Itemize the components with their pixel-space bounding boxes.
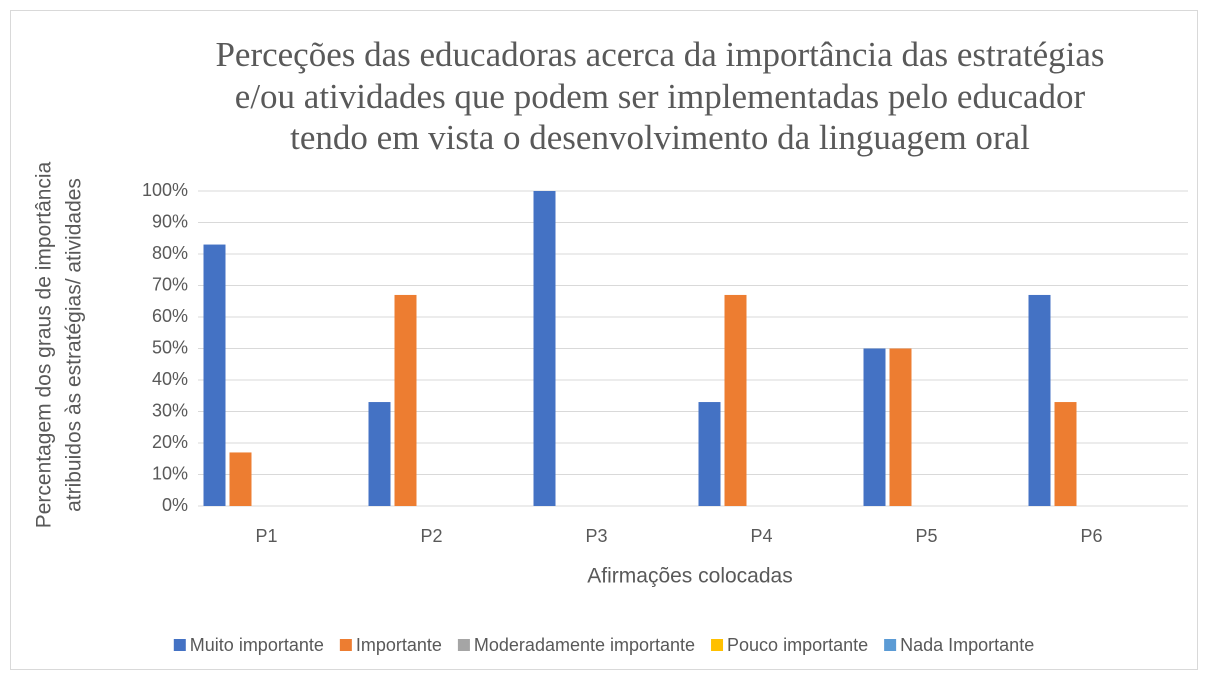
y-axis-title: Percentagem dos graus de importância	[33, 161, 56, 528]
legend-swatch	[339, 639, 352, 651]
x-tick-label: P6	[1080, 526, 1102, 546]
x-tick-label: P5	[915, 526, 937, 546]
chart-title: e/ou atividades que podem ser implementa…	[235, 77, 1086, 116]
y-tick-label: 50%	[152, 337, 188, 357]
legend-label: Pouco importante	[727, 635, 868, 655]
chart-title: tendo em vista o desenvolvimento da ling…	[290, 118, 1030, 157]
x-tick-label: P1	[255, 526, 277, 546]
y-tick-label: 20%	[152, 432, 188, 452]
y-tick-label: 60%	[152, 306, 188, 326]
legend-swatch	[173, 639, 186, 651]
x-tick-label: P3	[585, 526, 607, 546]
y-tick-label: 100%	[142, 180, 188, 200]
y-tick-label: 80%	[152, 243, 188, 263]
y-tick-label: 10%	[152, 463, 188, 483]
bar	[724, 294, 747, 506]
y-tick-label: 0%	[162, 495, 188, 515]
legend-label: Importante	[356, 635, 442, 655]
bar	[863, 348, 886, 506]
chart-title: Perceções das educadoras acerca da impor…	[215, 35, 1104, 74]
y-tick-label: 30%	[152, 400, 188, 420]
legend-swatch	[457, 639, 470, 651]
x-tick-label: P4	[750, 526, 772, 546]
y-tick-label: 90%	[152, 211, 188, 231]
y-tick-label: 70%	[152, 274, 188, 294]
bar	[889, 348, 912, 506]
bar	[229, 452, 252, 506]
legend-label: Muito importante	[190, 635, 324, 655]
bar	[368, 402, 391, 506]
bar	[1028, 294, 1051, 506]
bar	[203, 244, 226, 507]
y-axis-title: atribuidos às estratégias/ atividades	[63, 178, 86, 512]
x-axis-title: Afirmações colocadas	[587, 565, 792, 588]
legend-swatch	[884, 639, 897, 651]
legend-label: Nada Importante	[900, 635, 1034, 655]
y-tick-label: 40%	[152, 369, 188, 389]
bar	[698, 402, 721, 506]
bar	[1054, 402, 1077, 506]
x-tick-label: P2	[420, 526, 442, 546]
legend-swatch	[711, 639, 724, 651]
legend-label: Moderadamente importante	[474, 635, 695, 655]
bar	[533, 191, 556, 506]
bar	[394, 294, 417, 506]
